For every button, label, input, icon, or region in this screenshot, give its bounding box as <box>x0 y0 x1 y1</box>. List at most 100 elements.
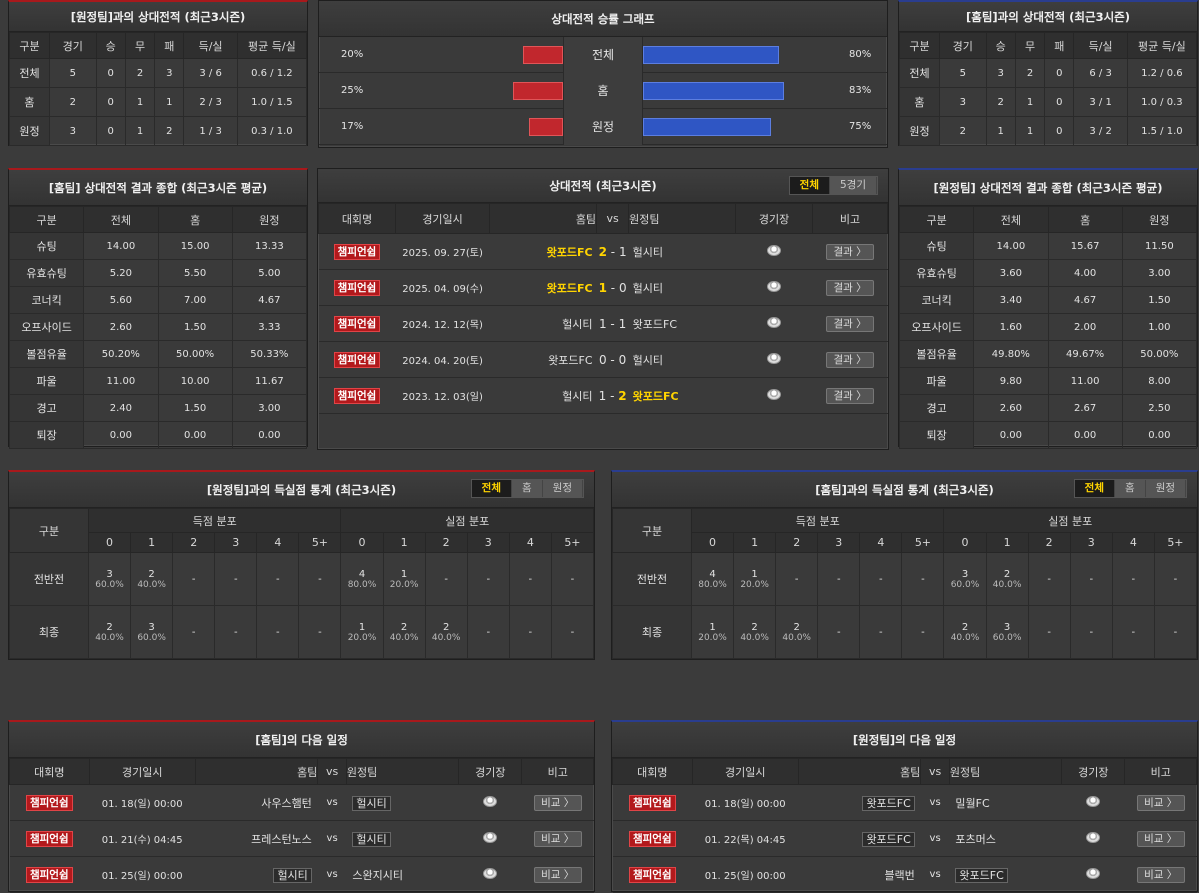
stat-cell: 5.50 <box>157 259 233 287</box>
away-next-panel: [원정팀]의 다음 일정 대회명 경기일시 홈팀 vs 원정팀 경기장 비고 챔피언쉽 01. … <box>611 720 1198 893</box>
result-button[interactable]: 결과 〉 <box>826 279 875 296</box>
stat-cell: 49.67% <box>1047 340 1123 368</box>
compare-button[interactable]: 비교 〉 <box>533 830 582 847</box>
result-button[interactable]: 결과 〉 <box>826 351 875 368</box>
right-goals-title: [홈팀]과의 득실점 통계 (최근3시즌) 전체 홈 원정 <box>612 472 1197 508</box>
stadium-icon[interactable] <box>483 867 498 879</box>
conceded-cell: - <box>1069 552 1113 606</box>
stadium-icon[interactable] <box>1086 867 1101 879</box>
tab-all[interactable]: 전체 <box>471 480 512 497</box>
conceded-cell: 1 20.0% <box>382 552 426 606</box>
compare-button[interactable]: 비교 〉 <box>1136 830 1185 847</box>
stat-cell: 1 <box>124 116 156 146</box>
vs-label: vs <box>317 784 347 821</box>
tab-all[interactable]: 전체 <box>789 177 830 194</box>
tab-home[interactable]: 홈 <box>512 480 543 497</box>
goal-count-header: 5+ <box>1153 532 1198 553</box>
stat-cell: 15.67 <box>1047 232 1123 260</box>
win-graph-panel: 상대전적 승률 그래프 20% 전체 80% 25% 홈 83% 17% 원정 75% <box>318 0 888 148</box>
goal-count: 2 <box>961 621 969 633</box>
stadium-icon[interactable] <box>1086 795 1101 807</box>
away-team: 헐시티 <box>628 341 736 378</box>
compare-button[interactable]: 비교 〉 <box>533 794 582 811</box>
score-sep: - <box>606 244 619 259</box>
conceded-cell: 2 40.0% <box>943 605 987 659</box>
away-team-cell: 밀월FC <box>949 784 1062 821</box>
tab-5games[interactable]: 5경기 <box>829 177 877 194</box>
row-label: 슈팅 <box>898 232 975 260</box>
goal-count: - <box>528 573 533 585</box>
row-label: 파울 <box>898 367 975 395</box>
stat-cell: 1 <box>124 87 156 117</box>
tab-all[interactable]: 전체 <box>1074 480 1115 497</box>
schedule-row: 챔피언쉽 01. 18(일) 00:00 사우스햄턴 vs 헐시티 비교 〉 <box>9 784 594 821</box>
league-badge: 챔피언쉽 <box>25 830 73 847</box>
stat-cell: 1 <box>985 116 1016 146</box>
tab-home[interactable]: 홈 <box>1115 480 1146 497</box>
stat-cell: 50.00% <box>1121 340 1198 368</box>
col-header: 패 <box>1044 32 1075 59</box>
result-button[interactable]: 결과 〉 <box>826 387 875 404</box>
goal-percent: 40.0% <box>782 632 811 643</box>
table-row: 원정 2 1 1 0 3 / 2 1.5 / 1.0 <box>899 116 1198 146</box>
stat-cell: 3.33 <box>231 313 308 341</box>
stadium-icon[interactable] <box>767 244 782 256</box>
stat-cell: 0.00 <box>1047 421 1123 449</box>
goal-percent: 40.0% <box>950 632 980 643</box>
right-goals-panel: [홈팀]과의 득실점 통계 (최근3시즌) 전체 홈 원정 구분 득점 분포 실점 … <box>611 470 1198 660</box>
goal-count: 4 <box>709 568 716 580</box>
note-cell: 결과 〉 <box>812 341 888 378</box>
tab-away[interactable]: 원정 <box>1145 480 1186 497</box>
table-row: 경고 2.60 2.67 2.50 <box>898 394 1198 422</box>
stadium-icon[interactable] <box>767 388 782 400</box>
conceded-cell: 1 20.0% <box>340 605 384 659</box>
league-cell: 챔피언쉽 <box>9 820 90 857</box>
match-date: 2023. 12. 03(일) <box>395 377 490 414</box>
goal-count: - <box>318 626 322 638</box>
tab-away[interactable]: 원정 <box>542 480 583 497</box>
home-team: 왓포드FC <box>489 341 597 378</box>
score-sep: - <box>606 352 619 367</box>
scored-cell: 3 60.0% <box>130 605 174 659</box>
goal-percent: 20.0% <box>740 579 769 590</box>
stat-cell: 0.3 / 1.0 <box>236 116 308 146</box>
col-header: 비고 <box>812 203 888 234</box>
table-row: 볼점유율 49.80% 49.67% 50.00% <box>898 340 1198 368</box>
away-summary-panel: [원정팀] 상대전적 결과 종합 (최근3시즌 평균) 구분 전체 홈 원정 슈팅 14.… <box>898 168 1198 449</box>
result-button[interactable]: 결과 〉 <box>826 315 875 332</box>
stat-cell: 5 <box>938 58 987 88</box>
stat-cell: 0.00 <box>973 421 1049 449</box>
stat-cell: 1.2 / 0.6 <box>1126 58 1198 88</box>
goal-count: 1 <box>709 621 716 633</box>
table-row: 파울 9.80 11.00 8.00 <box>898 367 1198 395</box>
conceded-cell: - <box>466 605 510 659</box>
row-label: 코너킥 <box>8 286 85 314</box>
result-button[interactable]: 결과 〉 <box>826 243 875 260</box>
home-team: 헐시티 <box>489 305 597 342</box>
conceded-cell: - <box>1027 605 1071 659</box>
away-team: 왓포드FC <box>628 377 736 414</box>
compare-button[interactable]: 비교 〉 <box>533 866 582 883</box>
stat-cell: 3 / 1 <box>1073 87 1128 117</box>
stat-cell: 8.00 <box>1121 367 1198 395</box>
stadium-icon[interactable] <box>483 831 498 843</box>
match-row: 챔피언쉽 2024. 12. 12(목) 헐시티 1 - 1 왓포드FC 결과 〉 <box>318 305 888 342</box>
right-goals-heading: [홈팀]과의 득실점 통계 (최근3시즌) <box>815 483 994 497</box>
compare-button[interactable]: 비교 〉 <box>1136 866 1185 883</box>
scored-header: 득점 분포 <box>87 508 342 533</box>
stat-cell: 3.60 <box>973 259 1049 287</box>
stadium-icon[interactable] <box>1086 831 1101 843</box>
goal-percent: 60.0% <box>992 632 1022 643</box>
win-graph-row: 17% 원정 75% <box>319 109 887 145</box>
compare-button[interactable]: 비교 〉 <box>1136 794 1185 811</box>
col-header: 전체 <box>973 206 1049 233</box>
stadium-icon[interactable] <box>767 316 782 328</box>
table-row: 전반전 3 60.0% 2 40.0% - - - -4 80.0% 1 20.0% - - - - <box>9 552 595 606</box>
conceded-cell: 2 40.0% <box>382 605 426 659</box>
stadium-icon[interactable] <box>767 280 782 292</box>
stadium-icon[interactable] <box>767 352 782 364</box>
stadium-icon[interactable] <box>483 795 498 807</box>
league-cell: 챔피언쉽 <box>318 305 396 342</box>
col-header: 원정 <box>231 206 308 233</box>
conceded-cell: - <box>1153 605 1198 659</box>
